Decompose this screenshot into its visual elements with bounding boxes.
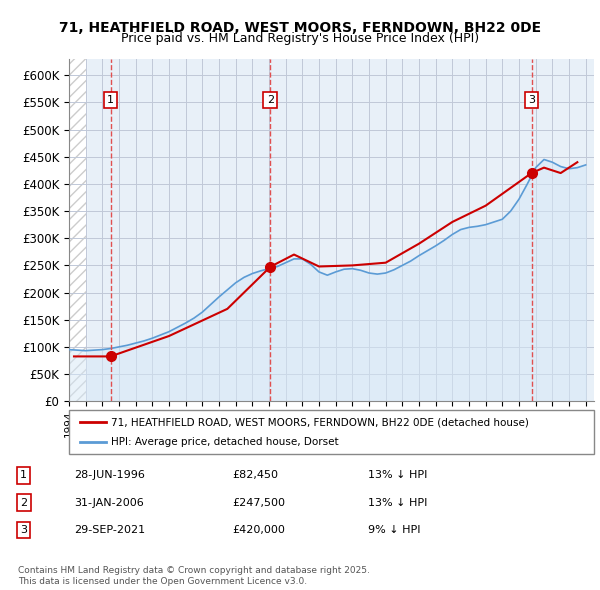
Text: HPI: Average price, detached house, Dorset: HPI: Average price, detached house, Dors… xyxy=(111,437,338,447)
Text: 71, HEATHFIELD ROAD, WEST MOORS, FERNDOWN, BH22 0DE: 71, HEATHFIELD ROAD, WEST MOORS, FERNDOW… xyxy=(59,21,541,35)
Text: 29-SEP-2021: 29-SEP-2021 xyxy=(74,525,146,535)
Text: 3: 3 xyxy=(20,525,27,535)
Text: 28-JUN-1996: 28-JUN-1996 xyxy=(74,470,145,480)
Text: £247,500: £247,500 xyxy=(232,498,286,507)
Bar xyxy=(69,59,86,401)
Text: 9% ↓ HPI: 9% ↓ HPI xyxy=(368,525,420,535)
Text: 31-JAN-2006: 31-JAN-2006 xyxy=(74,498,144,507)
Text: 3: 3 xyxy=(528,95,535,105)
Text: 13% ↓ HPI: 13% ↓ HPI xyxy=(368,470,427,480)
FancyBboxPatch shape xyxy=(69,410,594,454)
Text: 2: 2 xyxy=(267,95,274,105)
Text: 1: 1 xyxy=(107,95,114,105)
Text: 2: 2 xyxy=(20,498,27,507)
Text: Price paid vs. HM Land Registry's House Price Index (HPI): Price paid vs. HM Land Registry's House … xyxy=(121,32,479,45)
Text: £420,000: £420,000 xyxy=(232,525,285,535)
Bar xyxy=(69,59,86,401)
Text: 1: 1 xyxy=(20,470,27,480)
Text: £82,450: £82,450 xyxy=(232,470,278,480)
Text: Contains HM Land Registry data © Crown copyright and database right 2025.
This d: Contains HM Land Registry data © Crown c… xyxy=(18,566,370,586)
Text: 71, HEATHFIELD ROAD, WEST MOORS, FERNDOWN, BH22 0DE (detached house): 71, HEATHFIELD ROAD, WEST MOORS, FERNDOW… xyxy=(111,418,529,427)
Text: 13% ↓ HPI: 13% ↓ HPI xyxy=(368,498,427,507)
